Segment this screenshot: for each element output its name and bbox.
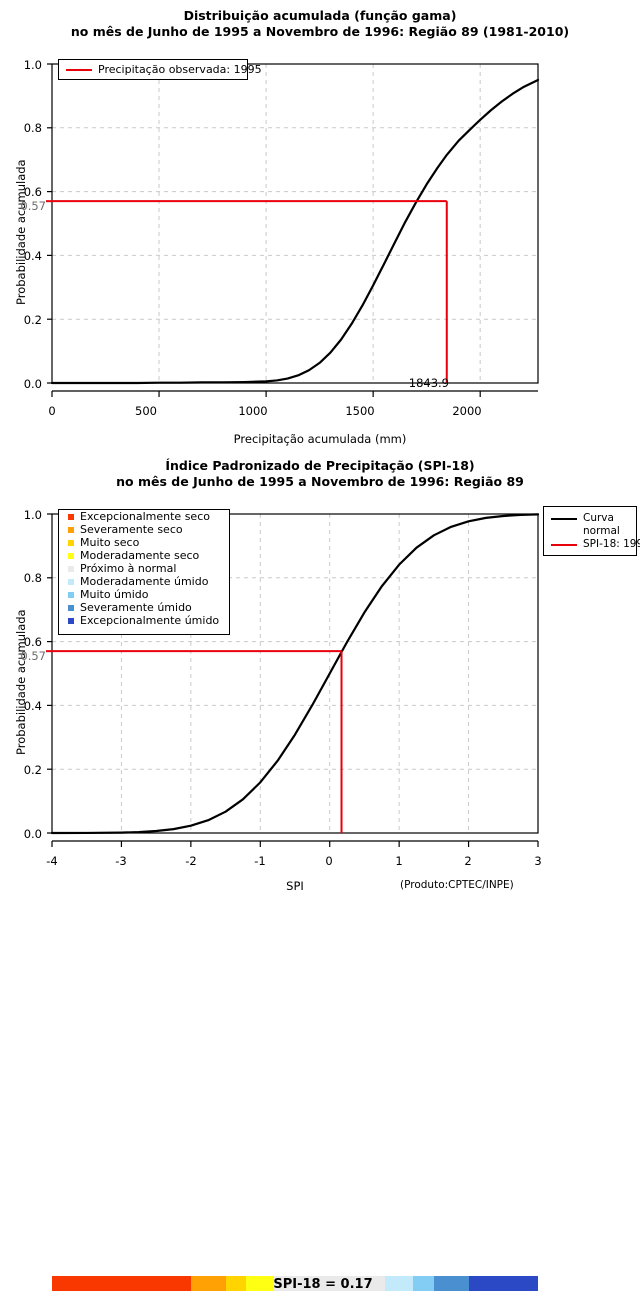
legend-swatch-icon: [68, 552, 74, 559]
legend-swatch-icon: [68, 591, 74, 598]
bottom-xtick-0: 0: [325, 854, 333, 868]
legend-item-moderadamente-seco: Moderadamente seco: [59, 549, 229, 562]
legend-item-excepcionalmente-úmido: Excepcionalmente úmido: [59, 614, 229, 627]
colorbar-segment: [468, 1276, 538, 1291]
top-xtick-2000: 2000: [452, 404, 482, 418]
top-chart-title: Distribuição acumulada (função gama) no …: [0, 8, 640, 40]
legend-item-label: Próximo à normal: [80, 562, 177, 575]
bottom-title-line-1: Índice Padronizado de Precipitação (SPI-…: [165, 458, 475, 473]
top-xtick-1000: 1000: [238, 404, 268, 418]
spi-panel: Índice Padronizado de Precipitação (SPI-…: [0, 450, 640, 1292]
legend-item-severamente-úmido: Severamente úmido: [59, 601, 229, 614]
legend-swatch-icon: [68, 617, 74, 624]
legend-item-label: Muito úmido: [80, 588, 149, 601]
bottom-ytick-1.0: 1.0: [23, 508, 42, 522]
bottom-xtick-3: 3: [534, 854, 542, 868]
legend-swatch-icon: [68, 565, 74, 572]
top-ytick-0.2: 0.2: [23, 313, 42, 327]
bottom-ytick-0.8: 0.8: [23, 571, 42, 585]
legend-item-label: Excepcionalmente úmido: [80, 614, 220, 627]
bottom-probability-tick: 0.57: [20, 649, 46, 663]
bottom-ytick-0.6: 0.6: [23, 635, 42, 649]
legend-item-label: Severamente seco: [80, 523, 183, 536]
bottom-xtick-2: 2: [464, 854, 472, 868]
colorbar-segment: [385, 1276, 414, 1291]
legend-item-label: Muito seco: [80, 536, 140, 549]
legend-line-icon-curva-normal: [551, 518, 577, 520]
colorbar-segment: [52, 1276, 191, 1291]
top-x-axis-label: Precipitação acumulada (mm): [233, 432, 407, 446]
top-ytick-0.0: 0.0: [23, 377, 42, 391]
bottom-chart-title: Índice Padronizado de Precipitação (SPI-…: [0, 458, 640, 490]
spi-category-legend: Excepcionalmente seco Severamente seco Mui…: [58, 509, 230, 635]
legend-item-excepcionalmente-seco: Excepcionalmente seco: [59, 510, 229, 523]
legend-line-icon-spi-1995: [551, 544, 577, 546]
legend-swatch-icon: [68, 513, 74, 520]
legend-item-label: Severamente úmido: [80, 601, 192, 614]
top-xtick-0: 0: [48, 404, 56, 418]
bottom-xtick--1: -1: [254, 854, 266, 868]
bottom-xtick-1: 1: [395, 854, 403, 868]
observed-precipitation-value: 1843.9: [408, 376, 449, 390]
product-credit: (Produto:CPTEC/INPE): [400, 879, 514, 891]
colorbar-segment: [190, 1276, 226, 1291]
legend-item-label: Moderadamente seco: [80, 549, 200, 562]
top-ytick-1.0: 1.0: [23, 58, 42, 72]
legend-item-label: SPI-18: 1995: [583, 538, 640, 550]
top-title-line-1: Distribuição acumulada (função gama): [183, 8, 457, 23]
colorbar-segment: [433, 1276, 469, 1291]
bottom-ytick-0.0: 0.0: [23, 827, 42, 841]
gamma-distribution-panel: Distribuição acumulada (função gama) no …: [0, 0, 640, 450]
top-probability-tick: 0.57: [20, 199, 46, 213]
legend-item-curva-normal: Curva normal: [544, 512, 636, 538]
bottom-xtick--3: -3: [115, 854, 127, 868]
legend-item-severamente-seco: Severamente seco: [59, 523, 229, 536]
spi-value-annotation: SPI-18 = 0.17: [273, 1277, 373, 1292]
bottom-ytick-0.2: 0.2: [23, 763, 42, 777]
top-xtick-500: 500: [135, 404, 157, 418]
legend-item-label: Curva normal: [583, 512, 620, 537]
bottom-ytick-0.4: 0.4: [23, 699, 42, 713]
colorbar-segment: [413, 1276, 434, 1291]
legend-item-muito-seco: Muito seco: [59, 536, 229, 549]
top-ytick-0.8: 0.8: [23, 121, 42, 135]
bottom-xtick--4: -4: [46, 854, 58, 868]
top-title-line-2: no mês de Junho de 1995 a Novembro de 19…: [70, 24, 570, 39]
legend-swatch-icon: [68, 578, 74, 585]
legend-swatch-icon: [68, 526, 74, 533]
top-xtick-1500: 1500: [345, 404, 375, 418]
legend-item-muito-úmido: Muito úmido: [59, 588, 229, 601]
colorbar-segment: [225, 1276, 247, 1291]
legend-item-spi-1995: SPI-18: 1995: [544, 538, 640, 551]
top-legend-label: Precipitação observada: 1995: [98, 63, 262, 76]
bottom-title-line-2: no mês de Junho de 1995 a Novembro de 19…: [116, 474, 524, 489]
top-chart-legend: Precipitação observada: 1995: [58, 59, 262, 80]
legend-line-icon-precipitation: [66, 68, 92, 71]
legend-item-label: Moderadamente úmido: [80, 575, 209, 588]
legend-item-label: Excepcionalmente seco: [80, 510, 210, 523]
legend-swatch-icon: [68, 539, 74, 546]
legend-item-próximo-à-normal: Próximo à normal: [59, 562, 229, 575]
legend-swatch-icon: [68, 604, 74, 611]
top-ytick-0.6: 0.6: [23, 185, 42, 199]
top-ytick-0.4: 0.4: [23, 249, 42, 263]
bottom-xtick--2: -2: [185, 854, 197, 868]
legend-item-moderadamente-úmido: Moderadamente úmido: [59, 575, 229, 588]
bottom-x-axis-label: SPI: [286, 879, 304, 893]
top-plot-area: [46, 63, 540, 397]
